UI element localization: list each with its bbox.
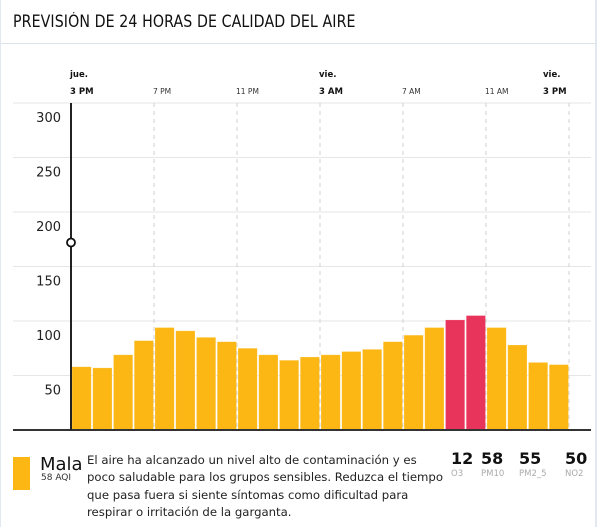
y-tick-label: 150 [36,275,61,290]
x-tick-time: 11 AM [485,87,509,96]
bar-2-am: 2 AM: 67 [299,356,320,431]
pollutant-pm10: 58 PM10 [481,449,504,479]
x-tick-time: 7 PM [153,87,171,96]
x-tick-day: vie. [319,70,336,80]
bar-5-am: 5 AM: 74 [362,349,383,431]
x-tick-time: 7 AM [402,87,421,96]
bar-10-pm: 10 PM: 81 [216,341,237,431]
bar-11-pm: 11 PM: 75 [237,347,258,431]
bar-6-am: 6 AM: 81 [382,341,403,431]
x-tick-time: 3 PM [70,87,94,97]
pollutant-no2: 50 NO2 [565,449,587,479]
bar-9-pm: 9 PM: 85 [196,337,217,431]
y-tick-label: 300 [36,111,61,126]
grid-layer [13,102,591,430]
bar-8-am: 8 AM: 94 [424,327,445,431]
bar-10-am: 10 AM: 105 [465,315,486,431]
pollutant-value: 12 [451,449,474,468]
x-tick-day: vie. [543,70,560,80]
x-tick-time: 3 PM [543,87,567,97]
bars: 3 PM: 584 PM: 575 PM: 696 PM: 827 PM: 94… [71,315,569,431]
y-tick-label: 50 [44,384,61,399]
bar-12-am: 12 AM: 69 [258,354,279,431]
aqi-bar-chart: jue. 3 PM 7 PM 11 PM vie. 3 AM 7 AM 11 AM vie. 3 … [13,70,591,431]
bar-1-pm: 1 PM: 62 [528,362,549,431]
aqi-value: 58 AQI [41,473,72,483]
y-axis-ticks: 50 100 150 200 250 300 [36,111,61,399]
pollutant-o3: 12 O3 [451,449,473,479]
x-tick-time: 3 AM [319,87,343,97]
aqi-level-color-swatch [13,457,30,490]
bar-12-pm: 12 PM: 78 [507,344,528,431]
x-tick-day: jue. [69,70,88,80]
pollutant-name: O3 [451,469,464,479]
current-value-marker [66,237,76,248]
bar-5-pm: 5 PM: 69 [113,354,134,431]
card-title: PREVISIÓN DE 24 HORAS DE CALIDAD DEL AIR… [13,12,356,31]
bar-2-pm: 2 PM: 60 [548,364,569,431]
bar-6-pm: 6 PM: 82 [133,340,154,431]
bar-7-am: 7 AM: 87 [403,334,424,431]
axes [13,103,591,431]
bar-7-pm: 7 PM: 94 [154,327,175,431]
y-tick-label: 250 [36,166,61,181]
bar-4-am: 4 AM: 72 [341,351,362,431]
pollutant-value: 55 [519,449,542,468]
pollutant-name: NO2 [565,469,584,479]
aqi-description: El aire ha alcanzado un nivel alto de co… [87,453,443,519]
pollutant-name: PM2_5 [519,469,547,479]
bar-9-am: 9 AM: 101 [445,319,466,431]
pollutant-pm2-5: 55 PM2_5 [519,449,547,479]
bar-4-pm: 4 PM: 57 [92,367,113,431]
card-header: PREVISIÓN DE 24 HORAS DE CALIDAD DEL AIR… [1,0,595,44]
y-tick-label: 200 [36,220,61,235]
bar-3-am: 3 AM: 69 [320,354,341,431]
bar-3-pm: 3 PM: 58 [71,366,92,431]
pollutant-name: PM10 [481,469,505,479]
x-axis-ticks: jue. 3 PM 7 PM 11 PM vie. 3 AM 7 AM 11 AM vie. 3 … [69,70,567,97]
aqi-level-label: Mala [40,454,83,475]
x-tick-time: 11 PM [236,87,259,96]
bar-8-pm: 8 PM: 91 [175,330,196,431]
pollutant-value: 58 [481,449,504,468]
y-tick-label: 100 [36,329,61,344]
aqi-summary: Mala 58 AQI El aire ha alcanzado un nive… [1,440,595,527]
bar-1-am: 1 AM: 64 [279,359,300,431]
bar-11-am: 11 AM: 94 [486,327,507,431]
pollutant-value: 50 [565,449,588,468]
